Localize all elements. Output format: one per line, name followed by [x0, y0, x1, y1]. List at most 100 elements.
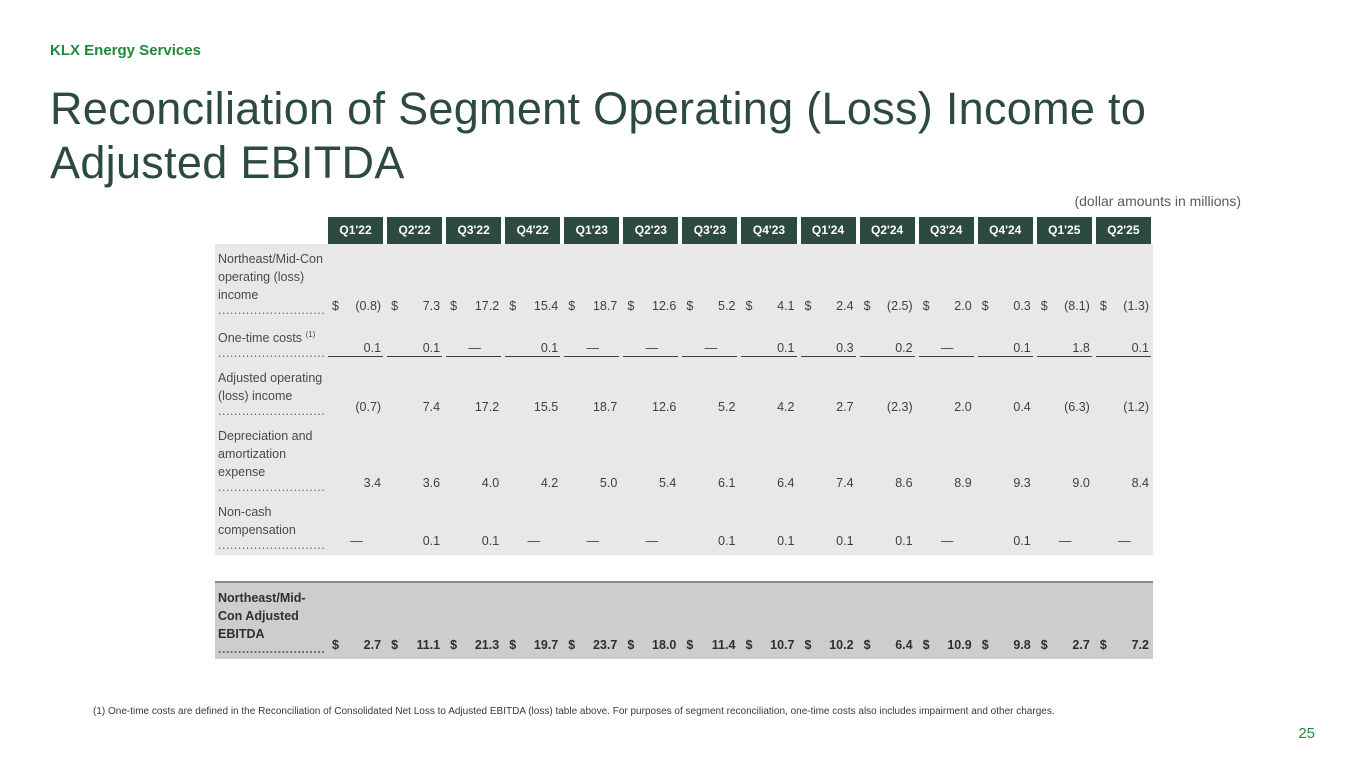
currency-symbol: $	[568, 299, 576, 313]
value-text: —	[645, 534, 659, 549]
value-text: 4.2	[777, 400, 795, 415]
column-header-label: Q4'24	[977, 216, 1033, 244]
value-cell: $0.3	[975, 244, 1035, 320]
column-header: Q2'23	[621, 216, 681, 244]
value-cell: —	[621, 320, 681, 364]
value-text: 18.7	[592, 400, 618, 415]
value-text: 0.1	[422, 341, 441, 356]
row-label: Depreciation and amortization expense...…	[215, 421, 326, 498]
currency-symbol: $	[1040, 299, 1048, 313]
column-header: Q1'24	[798, 216, 858, 244]
column-header-label: Q1'25	[1036, 216, 1092, 244]
column-header: Q2'22	[385, 216, 445, 244]
footnote-marker: (1)	[305, 330, 316, 339]
value-cell: 0.1	[857, 497, 917, 556]
table-row: One-time costs (1)......................…	[215, 320, 1153, 364]
value-cell: 0.1	[385, 320, 445, 364]
row-label-text: One-time costs	[218, 331, 303, 346]
column-header-label: Q2'25	[1095, 216, 1151, 244]
value-text: 12.6	[652, 299, 677, 313]
value-cell: 17.2	[444, 363, 504, 422]
value-text: (0.8)	[355, 299, 382, 313]
value-text: —	[527, 534, 540, 549]
value-text: 5.0	[599, 476, 618, 491]
value-cell: 5.0	[562, 421, 622, 498]
value-cell: 4.2	[503, 421, 563, 498]
value-text: 4.2	[540, 476, 559, 491]
column-header-label: Q1'23	[564, 216, 620, 244]
value-text: 19.7	[533, 638, 559, 653]
value-text: 5.4	[658, 476, 677, 491]
column-header-label: Q4'23	[741, 216, 797, 244]
brand-name: KLX Energy Services	[50, 42, 201, 59]
value-text: (0.7)	[355, 400, 382, 415]
value-cell: 0.1	[798, 497, 858, 556]
currency-symbol: $	[686, 638, 694, 653]
value-text: 5.2	[718, 400, 736, 415]
value-text: (1.2)	[1123, 400, 1149, 415]
value-text: 0.1	[481, 534, 500, 549]
currency-symbol: $	[332, 638, 339, 653]
units-note: (dollar amounts in millions)	[1074, 193, 1241, 209]
value-text: (1.3)	[1123, 299, 1149, 313]
value-text: 0.1	[540, 341, 559, 356]
value-cell: $6.4	[857, 581, 917, 660]
value-text: (2.5)	[886, 299, 913, 313]
value-text: 12.6	[652, 400, 677, 415]
value-text: 9.3	[1013, 476, 1031, 491]
value-text: 11.4	[711, 638, 736, 653]
value-text: 5.2	[718, 299, 736, 313]
value-text: 6.4	[777, 476, 795, 491]
value-cell: 18.7	[562, 363, 622, 422]
value-cell: $ (0.8)	[326, 244, 386, 320]
column-header-label: Q3'23	[682, 216, 738, 244]
value-text: 11.1	[416, 638, 441, 653]
value-text: —	[940, 534, 954, 549]
header-blank-cell	[215, 216, 326, 244]
spacer-cell	[215, 555, 1153, 583]
dot-leader: ............................	[218, 405, 324, 418]
page-number: 25	[1298, 725, 1315, 742]
value-text: (2.3)	[886, 400, 913, 415]
value-cell: 7.4	[798, 421, 858, 498]
value-cell: 4.2	[739, 363, 799, 422]
row-label-text: Northeast/Mid-Con operating (loss) incom…	[218, 252, 323, 302]
value-text: 4.1	[777, 299, 795, 313]
column-header-label: Q4'22	[505, 216, 561, 244]
column-header: Q3'23	[680, 216, 740, 244]
currency-symbol: $	[509, 299, 517, 313]
value-text: —	[940, 341, 954, 356]
value-text: 2.0	[954, 400, 972, 415]
value-cell: 0.1	[739, 497, 799, 556]
value-text: 2.7	[1072, 638, 1090, 653]
value-cell: $19.7	[503, 581, 563, 660]
value-text: —	[645, 341, 659, 356]
row-label-text: Depreciation and amortization expense	[218, 429, 313, 480]
dot-leader: ............................	[218, 347, 324, 360]
value-cell: 8.6	[857, 421, 917, 498]
column-header: Q4'22	[503, 216, 563, 244]
column-header: Q4'23	[739, 216, 799, 244]
value-text: 8.6	[895, 476, 913, 491]
value-text: 10.9	[947, 638, 972, 653]
value-text: —	[468, 341, 481, 356]
currency-symbol: $	[981, 299, 989, 313]
column-header: Q3'22	[444, 216, 504, 244]
column-header: Q2'24	[857, 216, 917, 244]
value-cell: 0.1	[326, 320, 386, 364]
value-cell: $4.1	[739, 244, 799, 320]
value-cell: $ (1.3)	[1093, 244, 1153, 320]
value-cell: $12.6	[621, 244, 681, 320]
value-cell: $18.7	[562, 244, 622, 320]
value-cell: $2.7	[1034, 581, 1094, 660]
value-text: 17.2	[474, 400, 500, 415]
currency-symbol: $	[922, 638, 930, 653]
reconciliation-table: Q1'22 Q2'22 Q3'22 Q4'22 Q1'23 Q2'23 Q3'23 Q4'23…	[215, 216, 1153, 660]
value-cell: $7.3	[385, 244, 445, 320]
value-text: —	[586, 534, 600, 549]
value-cell: —	[562, 497, 622, 556]
value-cell: $18.0	[621, 581, 681, 660]
table-row: Northeast/Mid-Con operating (loss) incom…	[215, 244, 1153, 320]
value-cell: —	[680, 320, 740, 364]
value-text: 0.1	[1013, 341, 1031, 356]
